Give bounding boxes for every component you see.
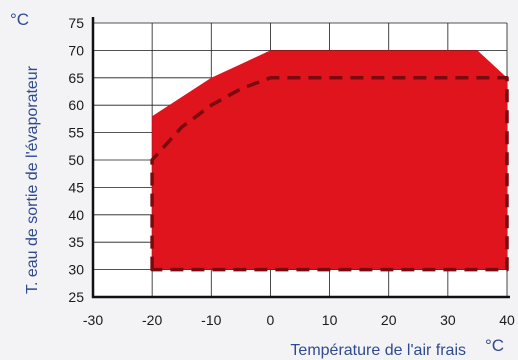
y-tick-labels: 25 30 35 40 45 50 55 60 65 70 75 bbox=[68, 15, 84, 305]
y-tick-label-6: 55 bbox=[68, 125, 84, 141]
x-tick-label-3: 0 bbox=[267, 312, 275, 328]
y-tick-label-7: 60 bbox=[68, 97, 84, 113]
y-tick-label-8: 65 bbox=[68, 70, 84, 86]
y-axis-title: T. eau de sortie de l'évaporateur bbox=[24, 65, 41, 294]
y-tick-label-3: 40 bbox=[68, 207, 84, 223]
x-tick-label-1: -20 bbox=[142, 312, 162, 328]
x-tick-label-4: 10 bbox=[322, 312, 338, 328]
x-tick-labels: -30 -20 -10 0 10 20 30 40 bbox=[83, 312, 515, 328]
y-tick-label-5: 50 bbox=[68, 152, 84, 168]
x-unit-label: °C bbox=[485, 336, 504, 355]
x-tick-label-0: -30 bbox=[83, 312, 103, 328]
y-tick-label-4: 45 bbox=[68, 179, 84, 195]
y-tick-label-10: 75 bbox=[68, 15, 84, 31]
x-tick-label-7: 40 bbox=[499, 312, 515, 328]
x-tick-label-6: 30 bbox=[440, 312, 456, 328]
x-axis-title: Température de l'air frais bbox=[290, 342, 466, 359]
y-tick-label-9: 70 bbox=[68, 42, 84, 58]
series-layer bbox=[150, 50, 509, 272]
y-tick-label-0: 25 bbox=[68, 289, 84, 305]
y-tick-label-1: 30 bbox=[68, 262, 84, 278]
x-tick-label-5: 20 bbox=[381, 312, 397, 328]
y-unit-label: °C bbox=[10, 10, 29, 29]
x-tick-label-2: -10 bbox=[201, 312, 221, 328]
axes bbox=[91, 17, 510, 299]
envelope-area-0 bbox=[152, 50, 507, 270]
y-tick-label-2: 35 bbox=[68, 234, 84, 250]
envelope-dashed-outline-1 bbox=[150, 76, 509, 272]
